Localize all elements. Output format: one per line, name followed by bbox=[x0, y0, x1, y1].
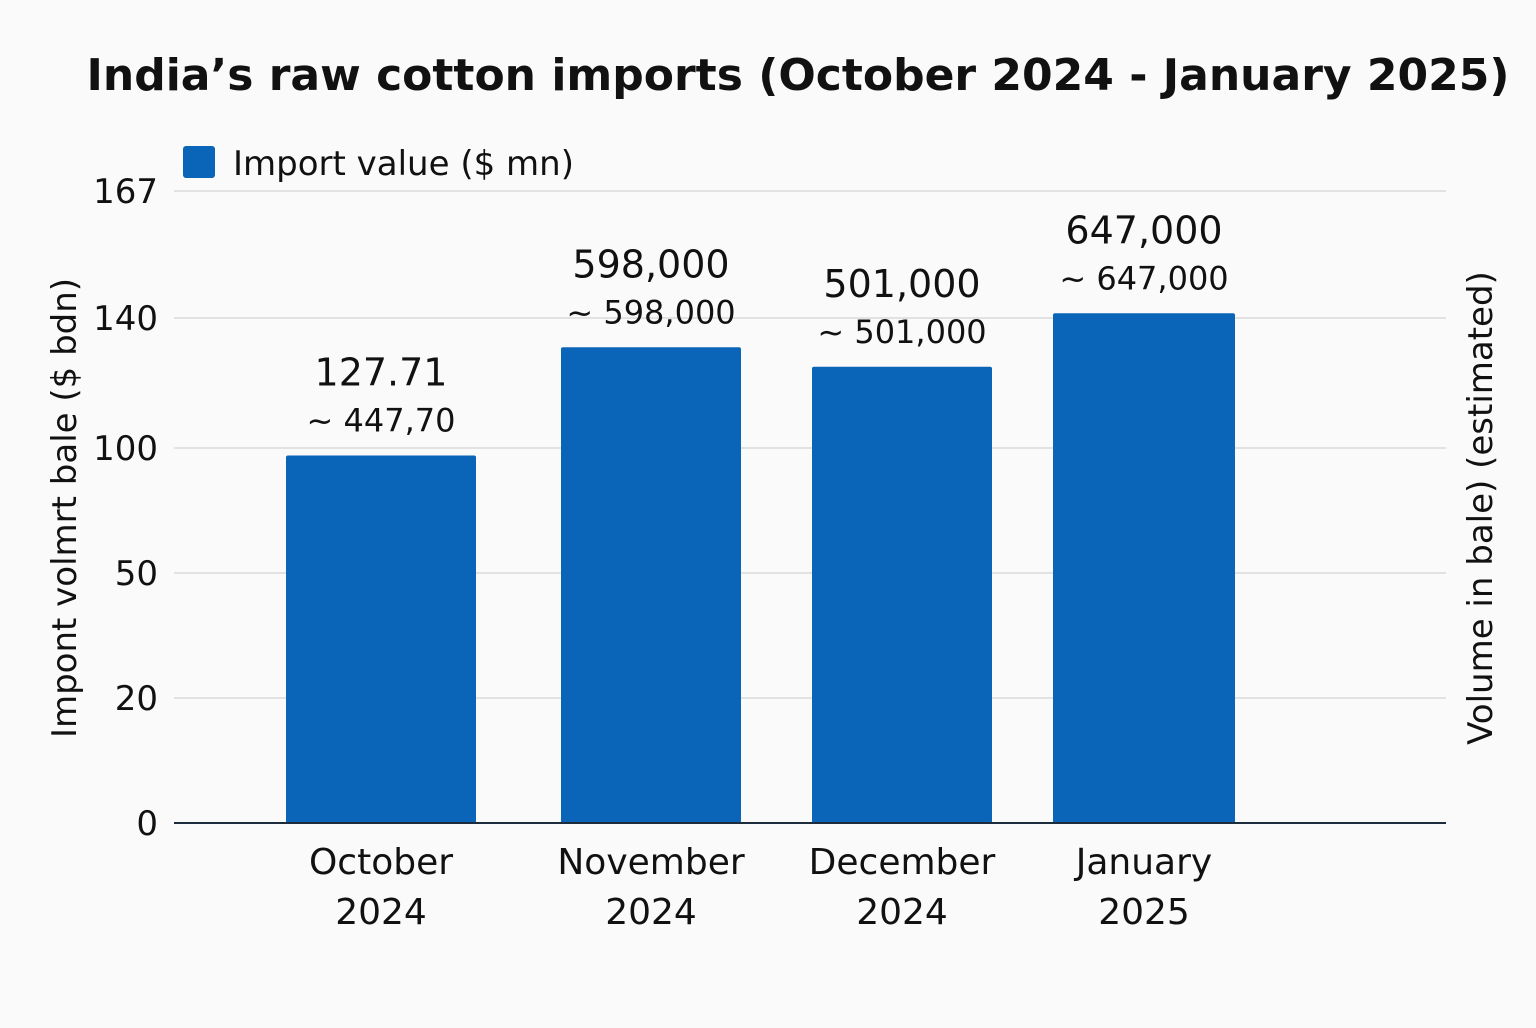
bar bbox=[561, 347, 741, 823]
y-axis-ticks: 0 20 50 100 140 167 bbox=[93, 172, 158, 844]
data-sublabel: ~ 598,000 bbox=[566, 293, 735, 331]
legend: Import value ($ mn) bbox=[183, 144, 574, 184]
data-labels: 127.71 ~ 447,70 598,000 ~ 598,000 501,000 ~ 5… bbox=[307, 208, 1229, 439]
data-sublabel: ~ 647,000 bbox=[1059, 259, 1228, 297]
data-sublabel: ~ 447,70 bbox=[307, 402, 456, 440]
x-tick-label: November bbox=[557, 842, 744, 883]
chart-title: India’s raw cotton imports (October 2024… bbox=[87, 50, 1510, 101]
bar bbox=[286, 455, 476, 823]
y-tick-label: 140 bbox=[93, 299, 158, 339]
data-label: 598,000 bbox=[572, 242, 729, 286]
x-tick-label: 2024 bbox=[856, 892, 948, 933]
legend-label: Import value ($ mn) bbox=[233, 144, 574, 184]
y-tick-label: 167 bbox=[93, 172, 158, 212]
x-tick-label: October bbox=[309, 842, 453, 883]
data-label: 127.71 bbox=[315, 351, 448, 395]
y-tick-label: 50 bbox=[115, 554, 158, 594]
data-label: 647,000 bbox=[1065, 208, 1222, 252]
x-tick-label: 2024 bbox=[335, 892, 427, 933]
y-tick-label: 100 bbox=[93, 429, 158, 469]
x-axis-ticks: October 2024 November 2024 December 2024 Janua… bbox=[309, 842, 1212, 933]
x-tick-label: December bbox=[809, 842, 996, 883]
data-sublabel: ~ 501,000 bbox=[817, 313, 986, 351]
bar bbox=[1053, 313, 1235, 823]
bars bbox=[286, 313, 1235, 823]
legend-swatch bbox=[183, 146, 215, 178]
bar bbox=[812, 366, 992, 823]
x-tick-label: 2025 bbox=[1098, 892, 1190, 933]
y-axis-label-right: Volume in bale) (estimated) bbox=[1461, 271, 1501, 745]
y-tick-label: 20 bbox=[115, 679, 158, 719]
x-tick-label: January bbox=[1074, 842, 1212, 883]
y-axis-label-left: Impont volmrt bale ($ bdn) bbox=[45, 278, 85, 738]
y-tick-label: 0 bbox=[136, 804, 158, 844]
x-tick-label: 2024 bbox=[605, 892, 697, 933]
data-label: 501,000 bbox=[823, 262, 980, 306]
